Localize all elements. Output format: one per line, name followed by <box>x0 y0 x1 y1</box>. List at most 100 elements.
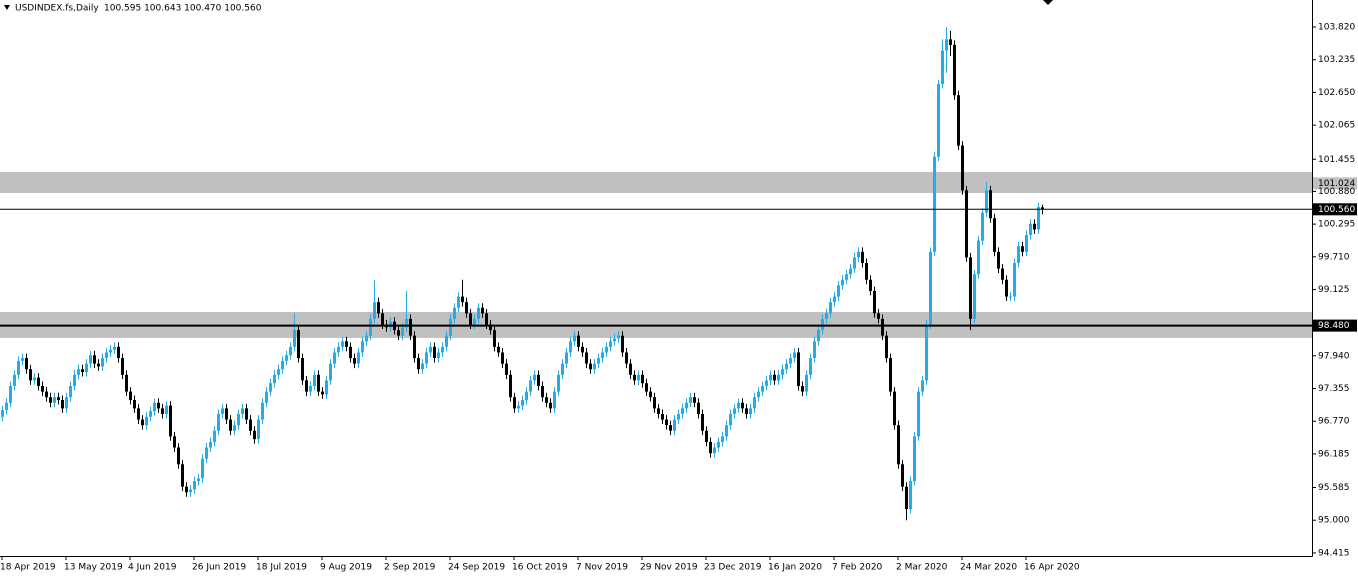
candle-body <box>789 358 792 364</box>
candle-body <box>425 352 428 364</box>
candle-body <box>665 419 668 426</box>
candle-body <box>989 190 992 219</box>
candle-body <box>657 408 660 414</box>
candle-body <box>545 397 548 403</box>
y-tick-label: 96.770 <box>1318 417 1350 427</box>
x-tick-label: 16 Apr 2020 <box>1024 563 1080 573</box>
candle-body <box>889 358 892 392</box>
candle-body <box>461 296 464 303</box>
candle-body <box>137 408 140 420</box>
menu-arrow[interactable] <box>4 5 10 10</box>
candle-body <box>981 212 984 241</box>
y-tick-label: 99.710 <box>1318 252 1350 262</box>
candle-body <box>505 363 508 375</box>
candle-body <box>949 39 952 45</box>
candle-body <box>913 436 916 482</box>
candle-body <box>329 363 332 381</box>
candle-body <box>621 335 624 353</box>
candle-body <box>441 346 444 353</box>
candle-body <box>669 425 672 431</box>
x-tick-label: 16 Jan 2020 <box>768 563 822 573</box>
candle-body <box>53 397 56 403</box>
candle-body <box>709 441 712 454</box>
level-label: 101.024 <box>1318 179 1355 189</box>
candle-body <box>489 324 492 331</box>
candle-body <box>693 397 696 403</box>
candle-body <box>97 363 100 367</box>
candle-body <box>957 95 960 146</box>
candle-body <box>381 313 384 325</box>
candle-body <box>765 380 768 387</box>
x-tick-label: 26 Jun 2019 <box>192 563 246 573</box>
candle-body <box>501 352 504 364</box>
candle-body <box>85 363 88 373</box>
level-label-box <box>1313 203 1357 216</box>
candle-body <box>213 430 216 442</box>
candle-body <box>477 307 480 319</box>
shift-marker[interactable] <box>1043 0 1053 5</box>
candle-body <box>81 369 84 373</box>
candle-body <box>869 279 872 291</box>
candle-body <box>61 399 64 409</box>
candles <box>1 27 1044 521</box>
candle-body <box>597 358 600 364</box>
candle-body <box>173 436 176 448</box>
candle-body <box>509 374 512 398</box>
candle-body <box>221 408 224 414</box>
candle-body <box>1033 223 1036 230</box>
candle-body <box>305 380 308 392</box>
candle-body <box>717 441 720 448</box>
candle-body <box>905 486 908 510</box>
candle-body <box>813 341 816 359</box>
candle-body <box>245 408 248 420</box>
x-tick-label: 2 Mar 2020 <box>896 563 948 573</box>
candle-body <box>593 363 596 370</box>
candle-body <box>345 341 348 347</box>
candle-body <box>249 419 252 431</box>
candle-body <box>225 408 228 420</box>
candle-body <box>125 374 128 392</box>
candle-body <box>229 419 232 431</box>
candle-body <box>965 190 968 258</box>
candle-body <box>825 313 828 319</box>
candle-body <box>1009 296 1012 298</box>
candle-body <box>149 411 152 417</box>
candle-body <box>293 330 296 347</box>
candle-body <box>681 408 684 414</box>
candle-body <box>237 413 240 426</box>
candle-body <box>1029 223 1032 236</box>
candle-body <box>793 352 796 359</box>
candle-body <box>581 346 584 353</box>
candle-body <box>541 386 544 398</box>
candle-body <box>365 335 368 342</box>
x-tick-label: 18 Apr 2019 <box>0 563 56 573</box>
candle-body <box>769 374 772 381</box>
y-tick-label: 97.355 <box>1318 384 1350 394</box>
candle-body <box>641 374 644 384</box>
candle-body <box>121 358 124 375</box>
candle-body <box>409 318 412 336</box>
candle-body <box>937 84 940 157</box>
candle-body <box>833 296 836 303</box>
candle-body <box>601 352 604 359</box>
candle-body <box>941 50 944 85</box>
candle-body <box>377 302 380 314</box>
candle-body <box>893 391 896 426</box>
candle-body <box>161 408 164 414</box>
candle-body <box>233 425 236 431</box>
candle-body <box>629 363 632 375</box>
x-tick-label: 29 Nov 2019 <box>640 563 698 573</box>
candle-body <box>737 402 740 409</box>
x-tick-label: 24 Sep 2019 <box>448 563 505 573</box>
candle-body <box>609 341 612 347</box>
level-label: 98.480 <box>1318 321 1350 331</box>
zones <box>0 172 1312 338</box>
candle-body <box>41 386 44 392</box>
candle-body <box>481 307 484 314</box>
candle-body <box>929 251 932 325</box>
candle-body <box>733 408 736 414</box>
axes: 103.820 103.235 102.650 102.065 101.455 100.8… <box>0 23 1355 573</box>
candle-body <box>29 369 32 381</box>
candle-body <box>533 374 536 381</box>
candle-body <box>617 335 620 339</box>
